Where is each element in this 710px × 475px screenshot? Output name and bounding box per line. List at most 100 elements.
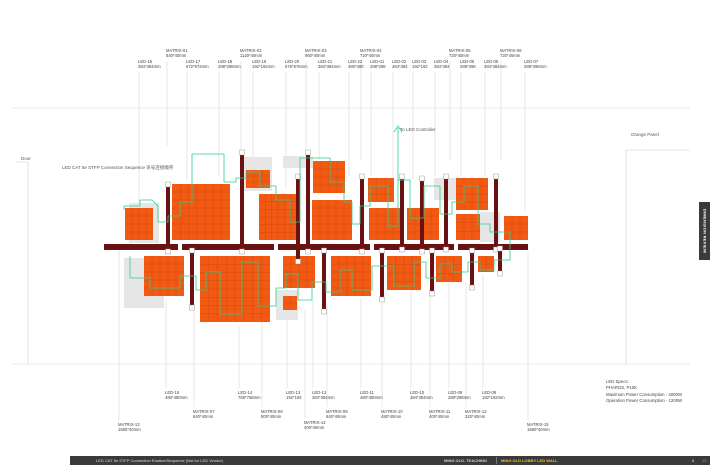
post-cap bbox=[400, 247, 405, 252]
orange-panel-note: Orange Panel bbox=[631, 132, 659, 137]
support-post bbox=[380, 252, 384, 298]
post-cap bbox=[470, 285, 475, 290]
post-cap bbox=[470, 248, 475, 253]
footer-project: MING OLD. TEACHING bbox=[444, 458, 487, 463]
post-cap bbox=[190, 248, 195, 253]
led-specs: LED Specs: PHAROS, P10K Maximum Power Co… bbox=[606, 379, 682, 403]
footer-page-total: 15 bbox=[702, 458, 706, 463]
support-post bbox=[190, 252, 194, 306]
support-post bbox=[470, 252, 474, 286]
post-cap bbox=[420, 176, 425, 181]
matrix-gap bbox=[274, 244, 278, 250]
led-panel bbox=[368, 178, 394, 202]
post-cap bbox=[166, 182, 171, 187]
led-panel-body bbox=[246, 170, 270, 188]
orange-panel-leader bbox=[626, 150, 690, 364]
led-panel-body bbox=[144, 256, 184, 296]
side-tab-label: DIMENSION REVIEW bbox=[702, 209, 707, 253]
led-panel bbox=[387, 256, 421, 290]
support-post bbox=[306, 154, 310, 250]
door-leader bbox=[16, 162, 28, 364]
support-post bbox=[420, 180, 424, 250]
led-panel-body bbox=[368, 178, 394, 202]
specs-model: PHAROS, P10K bbox=[606, 385, 682, 391]
side-tab[interactable]: DIMENSION REVIEW bbox=[699, 202, 710, 260]
footer-bar: LED CAT 5e STFP Connection Routine/Seque… bbox=[70, 456, 710, 465]
led-panel bbox=[456, 178, 488, 210]
post-cap bbox=[380, 248, 385, 253]
matrix-gap bbox=[454, 244, 458, 250]
post-cap bbox=[444, 247, 449, 252]
post-cap bbox=[430, 291, 435, 296]
led-panel bbox=[504, 216, 528, 240]
post-cap bbox=[360, 174, 365, 179]
post-cap bbox=[306, 249, 311, 254]
post-cap bbox=[322, 309, 327, 314]
support-post bbox=[494, 178, 498, 248]
led-panel bbox=[312, 200, 352, 240]
support-post bbox=[296, 178, 300, 260]
led-panel bbox=[125, 208, 153, 240]
post-cap bbox=[240, 150, 245, 155]
post-cap bbox=[240, 249, 245, 254]
post-cap bbox=[498, 271, 503, 276]
led-panel bbox=[369, 208, 401, 240]
footer-subject: MING OLD LOBBY LED WALL bbox=[501, 458, 558, 463]
led-panel bbox=[172, 184, 230, 240]
post-cap bbox=[296, 259, 301, 264]
specs-max-power: Maximum Power Consumption - 4000W bbox=[606, 392, 682, 398]
post-cap bbox=[444, 174, 449, 179]
support-post bbox=[430, 252, 434, 292]
support-post bbox=[240, 154, 244, 250]
post-cap bbox=[306, 150, 311, 155]
matrix-gap bbox=[178, 244, 182, 250]
matrix-gap bbox=[370, 244, 374, 250]
led-panel bbox=[313, 161, 345, 193]
support-post bbox=[322, 252, 326, 310]
post-cap bbox=[380, 297, 385, 302]
post-cap bbox=[360, 249, 365, 254]
led-panel bbox=[259, 194, 297, 240]
led-panel bbox=[200, 256, 270, 322]
support-post bbox=[400, 178, 404, 248]
to-controller-note: To LED Controller bbox=[400, 127, 436, 132]
support-post bbox=[360, 178, 364, 250]
post-cap bbox=[430, 248, 435, 253]
post-cap bbox=[494, 174, 499, 179]
door-note: Door bbox=[21, 156, 31, 161]
footer-divider bbox=[496, 457, 497, 464]
led-panel-body bbox=[312, 200, 352, 240]
led-panel-body bbox=[456, 214, 480, 240]
post-cap bbox=[190, 305, 195, 310]
post-cap bbox=[420, 249, 425, 254]
led-panel-body bbox=[172, 184, 230, 240]
